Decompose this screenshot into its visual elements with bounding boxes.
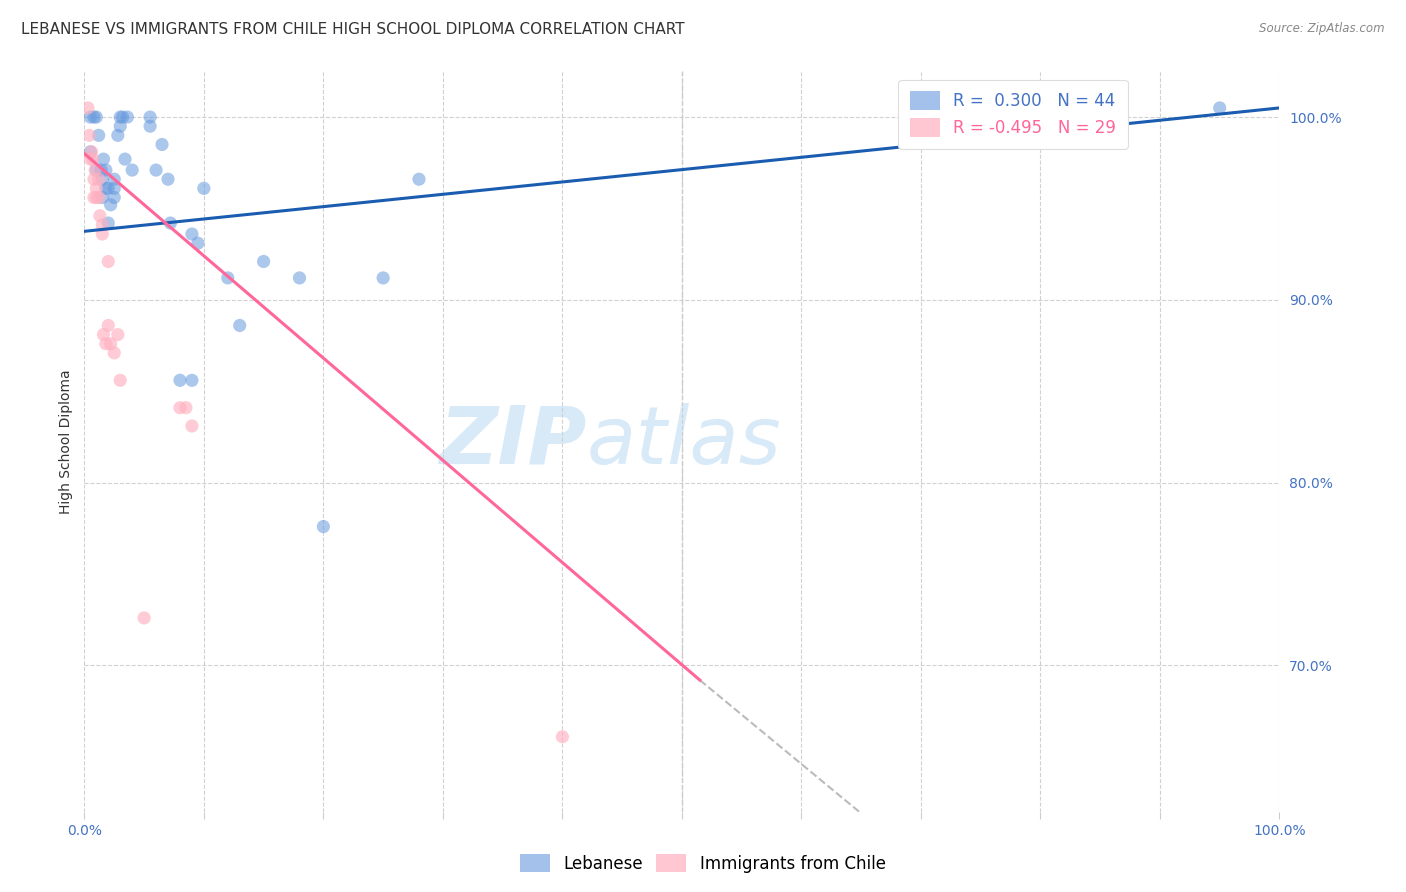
Point — [408, 172, 430, 186]
Point — [1209, 101, 1232, 115]
Point — [82, 152, 104, 166]
Point — [373, 271, 395, 285]
Point — [114, 152, 136, 166]
Point — [91, 190, 114, 204]
Point — [229, 318, 252, 333]
Text: Source: ZipAtlas.com: Source: ZipAtlas.com — [1260, 22, 1385, 36]
Point — [83, 190, 105, 204]
Point — [103, 181, 125, 195]
Point — [159, 216, 181, 230]
Point — [121, 163, 143, 178]
Point — [97, 181, 120, 195]
Point — [94, 181, 117, 195]
Point — [79, 110, 101, 124]
Point — [217, 271, 239, 285]
Point — [181, 227, 204, 241]
Point — [139, 119, 162, 133]
Point — [103, 172, 125, 186]
Point — [89, 209, 111, 223]
Point — [169, 401, 191, 415]
Point — [97, 318, 120, 333]
Text: ZIP: ZIP — [439, 402, 586, 481]
Point — [145, 163, 167, 178]
Point — [253, 254, 276, 268]
Point — [110, 110, 132, 124]
Point — [97, 216, 120, 230]
Point — [77, 101, 100, 115]
Point — [93, 327, 115, 342]
Point — [110, 119, 132, 133]
Point — [87, 190, 110, 204]
Point — [551, 730, 574, 744]
Point — [100, 198, 122, 212]
Point — [86, 163, 108, 178]
Point — [139, 110, 162, 124]
Point — [79, 145, 101, 159]
Point — [97, 254, 120, 268]
Point — [150, 137, 173, 152]
Point — [94, 336, 117, 351]
Point — [169, 373, 191, 387]
Point — [87, 128, 110, 143]
Point — [288, 271, 311, 285]
Point — [86, 190, 108, 204]
Point — [86, 110, 108, 124]
Point — [103, 346, 125, 360]
Point — [87, 172, 110, 186]
Point — [312, 519, 335, 533]
Point — [83, 110, 105, 124]
Text: LEBANESE VS IMMIGRANTS FROM CHILE HIGH SCHOOL DIPLOMA CORRELATION CHART: LEBANESE VS IMMIGRANTS FROM CHILE HIGH S… — [21, 22, 685, 37]
Point — [91, 227, 114, 241]
Legend: Lebanese, Immigrants from Chile: Lebanese, Immigrants from Chile — [513, 847, 893, 880]
Point — [117, 110, 139, 124]
Point — [157, 172, 180, 186]
Point — [94, 163, 117, 178]
Point — [193, 181, 215, 195]
Point — [83, 172, 105, 186]
Point — [187, 236, 209, 251]
Point — [107, 128, 129, 143]
Point — [111, 110, 134, 124]
Text: atlas: atlas — [586, 402, 782, 481]
Point — [91, 172, 114, 186]
Point — [91, 218, 114, 232]
Legend: R =  0.300   N = 44, R = -0.495   N = 29: R = 0.300 N = 44, R = -0.495 N = 29 — [898, 79, 1128, 149]
Point — [181, 373, 204, 387]
Point — [110, 373, 132, 387]
Point — [181, 419, 204, 434]
Point — [100, 336, 122, 351]
Point — [103, 190, 125, 204]
Point — [79, 152, 101, 166]
Point — [174, 401, 197, 415]
Point — [84, 163, 107, 178]
Y-axis label: High School Diploma: High School Diploma — [59, 369, 73, 514]
Point — [107, 327, 129, 342]
Point — [80, 145, 103, 159]
Point — [93, 152, 115, 166]
Point — [86, 181, 108, 195]
Point — [132, 611, 156, 625]
Point — [90, 163, 112, 178]
Point — [77, 128, 100, 143]
